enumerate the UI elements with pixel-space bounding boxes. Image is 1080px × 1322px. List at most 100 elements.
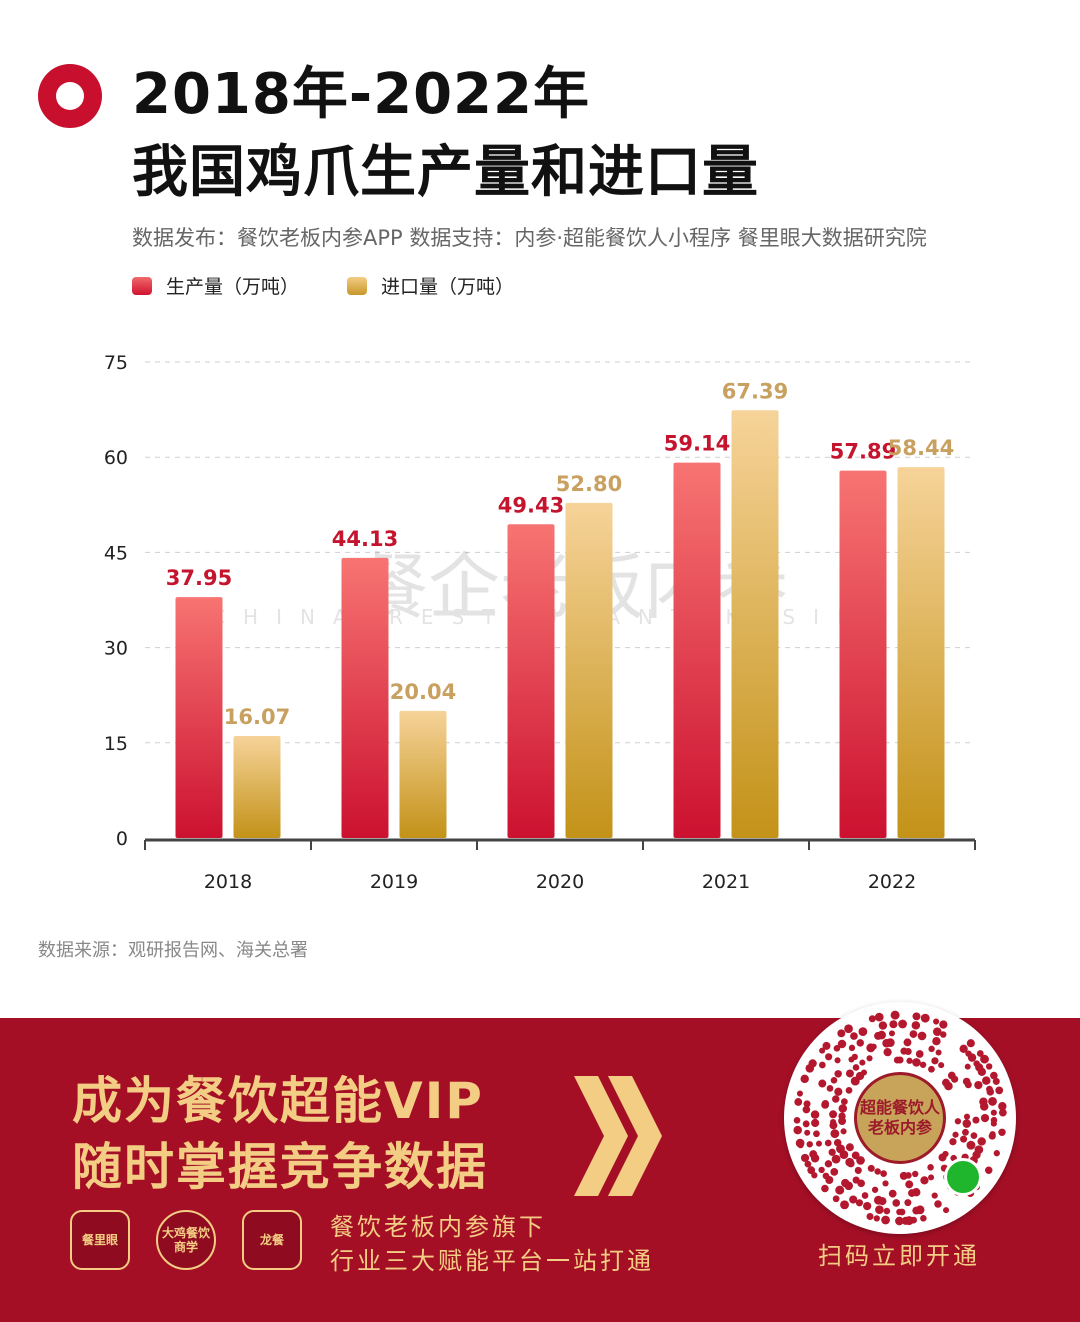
qr-dot [889,1020,898,1029]
qr-dot [880,1170,887,1177]
data-label-production-2022: 57.89 [830,440,896,464]
qr-dot [829,1110,838,1119]
qr-dot [808,1059,817,1068]
qr-dot [896,1208,903,1216]
qr-dot [832,1195,840,1203]
qr-dot [840,1128,847,1135]
qr-dot [875,1205,884,1215]
y-tick-label-45: 45 [104,542,128,564]
qr-dot [809,1150,818,1159]
data-label-import-2020: 52.80 [556,472,622,496]
qr-dot [964,1063,971,1070]
qr-dot [888,1030,895,1037]
qr-dot [901,1216,910,1225]
qr-dot [912,1170,919,1178]
platform-description: 餐饮老板内参旗下 行业三大赋能平台一站打通 [330,1210,654,1278]
qr-dot [800,1153,810,1163]
qr-dot [895,1216,904,1226]
qr-dot [974,1080,983,1090]
qr-dot [986,1088,995,1096]
title-circle-icon [38,64,102,128]
qr-dot [990,1109,997,1116]
platform-line-2: 行业三大赋能平台一站打通 [330,1247,654,1275]
qr-dot [840,1200,849,1210]
bar-import-2022 [897,467,945,838]
qr-dot [828,1148,836,1156]
promo-banner: 成为餐饮超能VIP 随时掌握竞争数据 餐里眼 大鸡餐饮商学 龙餐 餐饮老板内参旗… [0,1002,1080,1322]
qr-dot [940,1031,947,1038]
mini-program-qr-code[interactable]: 超能餐饮人 老板内参 [784,1002,1016,1234]
bar-production-2018 [175,597,223,838]
qr-dot [810,1110,820,1119]
qr-dot [800,1074,809,1084]
data-source: 数据来源：观研报告网、海关总署 [38,940,308,961]
qr-dot [892,1199,901,1207]
qr-dot [898,1019,907,1029]
qr-dot [912,1012,921,1021]
bar-production-2021 [673,462,721,838]
qr-dot [932,1037,941,1046]
y-tick-label-75: 75 [104,352,128,374]
qr-dot [821,1099,830,1108]
x-tick-label-2020: 2020 [536,871,584,893]
qr-dot [837,1039,847,1049]
qr-dot [868,1015,876,1023]
qr-dot [856,1039,864,1047]
platform-line-1: 餐饮老板内参旗下 [330,1213,546,1241]
qr-dot [802,1120,810,1128]
qr-dot [938,1153,947,1162]
qr-dot [866,1055,873,1062]
qr-dot [939,1020,948,1029]
qr-dot [931,1192,938,1199]
legend-item-production: 生产量（万吨） [132,272,299,299]
qr-dot [944,1081,953,1091]
qr-dot [873,1215,880,1222]
qr-dot [852,1064,860,1071]
qr-dot [796,1090,803,1097]
qr-dot [793,1125,802,1135]
y-tick-label-60: 60 [104,447,128,469]
qr-dot [851,1151,860,1160]
qr-dot [822,1172,830,1180]
qr-dot [934,1200,942,1208]
qr-dot [980,1102,989,1111]
qr-dot [882,1180,889,1187]
qr-dot [840,1098,848,1106]
qr-dot [904,1199,912,1207]
business-school-logo[interactable]: 大鸡餐饮商学 [156,1210,216,1270]
qr-dot [835,1185,845,1195]
qr-dot [878,1021,888,1030]
legend-swatch-production [132,276,152,295]
qr-dot [833,1138,842,1147]
promo-title-line-1: 成为餐饮超能VIP [72,1072,484,1130]
page-title: 2018年-2022年 我国鸡爪生产量和进口量 [132,56,759,212]
qr-dot [949,1138,957,1146]
longcan-logo[interactable]: 龙餐 [242,1210,302,1270]
qr-dot [856,1156,865,1165]
qr-dot [920,1013,930,1023]
qr-dot [952,1131,959,1138]
qr-dot [985,1063,993,1070]
qr-dot [890,1010,900,1020]
qr-dot [803,1100,811,1108]
qr-dot [970,1132,978,1139]
bar-import-2021 [731,410,779,838]
qr-dot [917,1031,927,1041]
qr-pattern [793,1010,1007,1226]
data-label-import-2021: 67.39 [722,379,788,403]
qr-dot [927,1164,934,1171]
canliyan-logo[interactable]: 餐里眼 [70,1210,130,1270]
qr-dot [844,1024,853,1034]
qr-dot [931,1057,939,1065]
qr-dot [824,1139,832,1147]
x-tick-label-2022: 2022 [868,871,916,893]
qr-dot [802,1105,811,1114]
qr-dot [885,1038,895,1047]
data-label-import-2019: 20.04 [390,680,456,704]
qr-dot [959,1044,968,1053]
platform-logos: 餐里眼 大鸡餐饮商学 龙餐 [70,1210,302,1270]
bar-import-2019 [399,710,447,838]
qr-dot [980,1055,989,1064]
qr-dot [845,1086,853,1094]
qr-dot [912,1058,921,1067]
